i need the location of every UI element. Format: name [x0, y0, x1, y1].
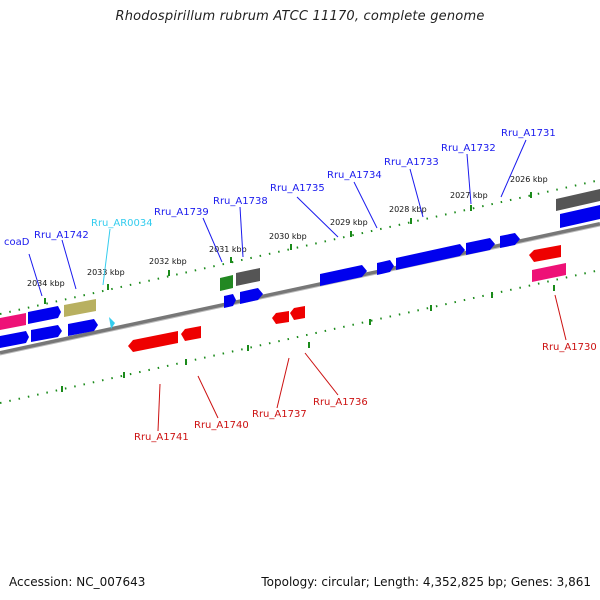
gene-forward[interactable]: [240, 288, 263, 304]
gene-label-rru-ar0034[interactable]: Rru_AR0034: [91, 218, 153, 229]
gene-rna[interactable]: [109, 317, 115, 329]
gene-forward[interactable]: [560, 205, 600, 228]
kbp-label: 2029 kbp: [330, 218, 368, 227]
gene-label-rru-a1741[interactable]: Rru_A1741: [134, 432, 189, 443]
kbp-label: 2030 kbp: [269, 232, 307, 241]
gene-label-rru-a1730[interactable]: Rru_A1730: [542, 342, 597, 353]
accession-text: Accession: NC_007643: [9, 575, 146, 589]
gene-other[interactable]: [236, 268, 260, 286]
reverse-label-connectors: [157, 294, 567, 432]
kbp-label: 2027 kbp: [450, 191, 488, 200]
gene-reverse[interactable]: [532, 263, 566, 282]
gene-label-rru-a1733[interactable]: Rru_A1733: [384, 157, 439, 168]
gene-forward[interactable]: [224, 294, 236, 308]
gene-reverse[interactable]: [290, 306, 305, 320]
kbp-label: 2032 kbp: [149, 257, 187, 266]
kbp-label: 2026 kbp: [510, 175, 548, 184]
gene-forward[interactable]: [396, 244, 465, 270]
rna-label-connector: [102, 228, 111, 286]
kbp-label: 2031 kbp: [209, 245, 247, 254]
gene-reverse[interactable]: [181, 326, 201, 341]
gene-reverse[interactable]: [272, 311, 289, 324]
forward-genes: [0, 189, 600, 348]
gene-label-rru-a1737[interactable]: Rru_A1737: [252, 409, 307, 420]
gene-label-rru-a1738[interactable]: Rru_A1738: [213, 196, 268, 207]
forward-label-connectors: [28, 139, 527, 297]
gene-label-rru-a1742[interactable]: Rru_A1742: [34, 230, 89, 241]
gene-label-rru-a1739[interactable]: Rru_A1739: [154, 207, 209, 218]
gene-forward[interactable]: [68, 319, 98, 336]
map-title: Rhodospirillum rubrum ATCC 11170, comple…: [115, 9, 485, 24]
gene-green[interactable]: [220, 275, 233, 291]
gene-reverse[interactable]: [128, 331, 178, 352]
gene-forward[interactable]: [0, 313, 26, 330]
gene-forward[interactable]: [466, 238, 495, 255]
gene-label-coaD[interactable]: coaD: [4, 237, 30, 248]
gene-label-rru-a1732[interactable]: Rru_A1732: [441, 143, 496, 154]
gene-label-rru-a1731[interactable]: Rru_A1731: [501, 128, 556, 139]
gene-forward[interactable]: [31, 325, 62, 342]
gene-reverse[interactable]: [529, 245, 561, 262]
gene-forward[interactable]: [28, 306, 61, 324]
kbp-label: 2034 kbp: [27, 279, 65, 288]
gene-forward[interactable]: [377, 260, 394, 275]
topology-text: Topology: circular; Length: 4,352,825 bp…: [261, 575, 591, 589]
reverse-genes: [128, 245, 566, 352]
gene-other[interactable]: [556, 189, 600, 211]
gene-forward[interactable]: [320, 265, 367, 286]
lower-major-ticks: [61, 285, 555, 392]
kbp-label: 2028 kbp: [389, 205, 427, 214]
gene-pseudo[interactable]: [64, 299, 96, 317]
kbp-label: 2033 kbp: [87, 268, 125, 277]
gene-forward[interactable]: [500, 233, 520, 248]
gene-label-rru-a1736[interactable]: Rru_A1736: [313, 397, 368, 408]
gene-label-rru-a1734[interactable]: Rru_A1734: [327, 170, 382, 181]
gene-label-rru-a1735[interactable]: Rru_A1735: [270, 183, 325, 194]
gene-label-rru-a1740[interactable]: Rru_A1740: [194, 420, 249, 431]
gene-forward[interactable]: [0, 331, 29, 348]
upper-major-ticks: [44, 192, 532, 304]
